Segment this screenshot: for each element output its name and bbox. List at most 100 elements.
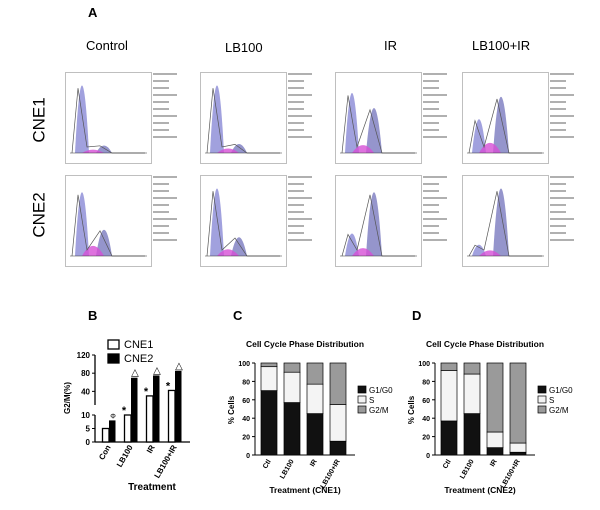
stat-line bbox=[550, 73, 574, 75]
stat-line bbox=[550, 94, 574, 96]
stat-line bbox=[153, 190, 169, 192]
stat-line bbox=[288, 197, 312, 199]
stat-line bbox=[153, 87, 169, 89]
legend-swatch bbox=[107, 339, 120, 350]
bar-cne1 bbox=[145, 395, 154, 443]
stat-line bbox=[153, 197, 177, 199]
histogram-stats bbox=[550, 176, 588, 246]
stat-line bbox=[550, 197, 574, 199]
g2m-peak bbox=[96, 229, 112, 256]
stat-line bbox=[423, 115, 447, 117]
y-tick-label: 20 bbox=[422, 435, 430, 442]
column-title-lb100-ir: LB100+IR bbox=[472, 38, 531, 53]
significance-phi: Φ bbox=[110, 413, 116, 420]
histogram-plot bbox=[205, 188, 282, 257]
stat-line bbox=[288, 115, 312, 117]
histogram-stats bbox=[153, 176, 191, 246]
histogram-cne1-1 bbox=[200, 72, 312, 164]
g1-peak bbox=[472, 119, 486, 153]
stat-line bbox=[288, 239, 312, 241]
stat-line bbox=[550, 80, 566, 82]
stat-line bbox=[550, 87, 566, 89]
stat-line bbox=[153, 176, 177, 178]
legend-swatch bbox=[107, 353, 120, 364]
histogram-cne2-1 bbox=[200, 175, 312, 267]
stat-line bbox=[153, 122, 169, 124]
stat-line bbox=[153, 108, 169, 110]
y-tick-label: 100 bbox=[238, 361, 250, 368]
stat-line bbox=[550, 239, 574, 241]
stat-line bbox=[153, 183, 169, 185]
stat-line bbox=[153, 225, 169, 227]
bar-segment-g1g0 bbox=[283, 402, 301, 456]
stat-line bbox=[423, 232, 439, 234]
stat-line bbox=[550, 225, 566, 227]
bar-segment-s bbox=[463, 373, 481, 414]
histogram-stats bbox=[288, 73, 326, 143]
stat-line bbox=[423, 122, 439, 124]
panel-c-letter: C bbox=[233, 308, 243, 323]
stat-line bbox=[288, 136, 312, 138]
y-tick-label: 60 bbox=[422, 398, 430, 405]
stat-line bbox=[288, 218, 312, 220]
x-tick-label: Ctl bbox=[442, 458, 453, 470]
legend-swatch bbox=[537, 385, 547, 394]
stat-line bbox=[550, 108, 566, 110]
stat-line bbox=[288, 122, 304, 124]
g2m-peak bbox=[366, 192, 382, 256]
y-tick-label: 10 bbox=[81, 411, 90, 420]
stat-line bbox=[153, 101, 169, 103]
y-axis-title: G2/M(%) bbox=[63, 382, 72, 414]
bar-segment-g1g0 bbox=[509, 451, 527, 456]
bar-segment-g2m bbox=[463, 362, 481, 375]
bar-segment-s bbox=[440, 370, 458, 422]
s-phase-peak bbox=[217, 249, 239, 256]
cne1-phase-chart: Cell Cycle Phase Distribution 0 20 40 60 80 10… bbox=[227, 339, 393, 495]
histogram-stats bbox=[550, 73, 588, 143]
s-phase-peak bbox=[82, 149, 104, 153]
bar-cne1 bbox=[123, 414, 132, 443]
bar-segment-g1g0 bbox=[440, 420, 458, 456]
stat-line bbox=[288, 101, 304, 103]
row-title-cne1: CNE1 bbox=[29, 97, 49, 143]
histogram-cne2-0 bbox=[65, 175, 177, 267]
bar-segment-g1g0 bbox=[306, 413, 324, 456]
x-tick-label: LB100 bbox=[115, 443, 135, 469]
bar-segment-g2m bbox=[260, 362, 278, 368]
legend-swatch bbox=[357, 385, 367, 394]
bar-cne1 bbox=[167, 389, 176, 443]
panel-d-letter: D bbox=[412, 308, 422, 323]
stat-line bbox=[550, 129, 566, 131]
stat-line bbox=[550, 211, 566, 213]
significance-triangle: △ bbox=[131, 368, 139, 379]
stat-line bbox=[288, 94, 312, 96]
stat-line bbox=[153, 129, 169, 131]
stat-line bbox=[423, 190, 439, 192]
bar-segment-s bbox=[283, 371, 301, 403]
s-phase-peak bbox=[82, 245, 104, 256]
row-title-cne2: CNE2 bbox=[29, 192, 49, 238]
stat-line bbox=[153, 239, 177, 241]
stat-line bbox=[288, 129, 304, 131]
legend-label: G1/G0 bbox=[369, 386, 393, 395]
legend-swatch bbox=[357, 395, 367, 404]
y-tick-label: 40 bbox=[81, 387, 90, 396]
stat-line bbox=[423, 239, 447, 241]
x-tick-label: LB100+IR bbox=[153, 443, 179, 479]
s-phase-peak bbox=[352, 248, 374, 256]
column-title-control: Control bbox=[86, 38, 128, 53]
legend-label: G1/G0 bbox=[549, 386, 573, 395]
stat-line bbox=[288, 232, 304, 234]
bar-segment-g2m bbox=[329, 362, 347, 405]
stat-line bbox=[153, 94, 177, 96]
x-tick-label: Con bbox=[97, 443, 113, 461]
stat-line bbox=[288, 225, 304, 227]
histogram-plot bbox=[205, 85, 282, 154]
stat-line bbox=[423, 211, 439, 213]
histogram-stats bbox=[423, 176, 461, 246]
legend-swatch bbox=[537, 395, 547, 404]
significance-triangle: △ bbox=[175, 361, 183, 372]
y-tick-label: 80 bbox=[422, 379, 430, 386]
stat-line bbox=[153, 232, 169, 234]
panel-b-letter: B bbox=[88, 308, 98, 323]
